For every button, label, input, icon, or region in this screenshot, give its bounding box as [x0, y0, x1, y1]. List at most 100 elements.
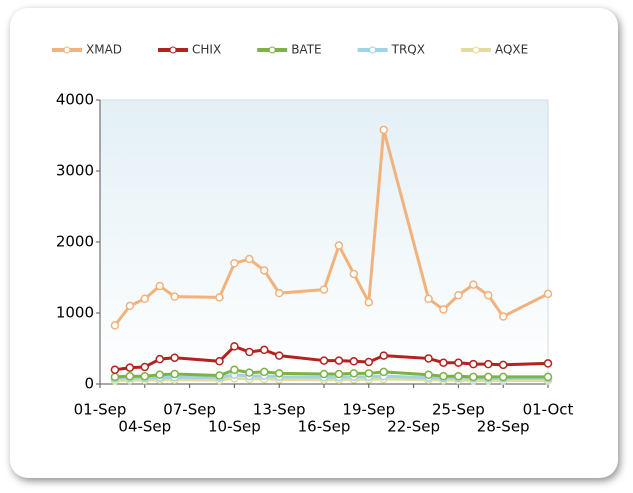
series-line — [114, 373, 548, 380]
y-tick-label: 1000 — [56, 304, 94, 322]
x-tick-label: 28-Sep — [477, 418, 530, 436]
x-tick-label: 01-Sep — [74, 401, 127, 419]
x-tick-label: 16-Sep — [298, 418, 351, 436]
series-point — [215, 371, 224, 380]
series-line — [114, 368, 548, 379]
legend-marker — [169, 46, 177, 54]
series-point — [349, 357, 359, 366]
x-tick-label: 07-Sep — [163, 401, 216, 419]
series-point — [245, 368, 254, 377]
series-point — [230, 259, 239, 268]
x-tick-label: 19-Sep — [342, 401, 395, 419]
series-point — [334, 241, 344, 250]
series-point — [125, 363, 135, 372]
series-point — [484, 291, 493, 300]
series-point — [498, 360, 508, 370]
legend-label: BATE — [291, 43, 321, 57]
series-line — [114, 344, 549, 372]
x-tick-label: 04-Sep — [118, 418, 171, 436]
series-point — [140, 294, 150, 304]
series-point — [260, 367, 269, 377]
series-point — [469, 280, 478, 289]
y-tick-label: 4000 — [56, 91, 94, 109]
series-point — [170, 369, 179, 379]
series-point — [140, 362, 150, 372]
series-point — [230, 342, 239, 351]
x-tick-label: 01-Oct — [523, 401, 574, 419]
series-point — [170, 292, 179, 301]
series-line — [113, 128, 549, 327]
series-point — [274, 369, 284, 378]
series-point — [379, 367, 388, 377]
series-point — [245, 254, 254, 264]
series-point — [439, 358, 448, 367]
series-point — [364, 357, 374, 367]
series-point — [334, 369, 344, 379]
series-point — [125, 301, 135, 311]
series-point — [140, 371, 150, 381]
series-point — [543, 359, 553, 368]
series-point — [424, 294, 433, 304]
series-point — [155, 370, 164, 380]
series-point — [319, 356, 329, 365]
series-point — [454, 358, 463, 367]
series-point — [260, 266, 269, 275]
legend-marker — [472, 46, 480, 54]
series-point — [498, 312, 508, 321]
series-point — [454, 291, 463, 300]
series-point — [379, 351, 388, 360]
series-point — [260, 345, 269, 355]
series-point — [484, 372, 493, 382]
series-point — [439, 305, 448, 314]
series-line — [114, 376, 548, 382]
series-point — [334, 356, 344, 365]
series-point — [469, 359, 478, 369]
series-point — [364, 369, 374, 378]
series-point — [379, 125, 388, 135]
legend-marker — [369, 46, 377, 54]
legend-label: CHIX — [192, 43, 221, 57]
legend-label: XMAD — [86, 43, 122, 57]
series-point — [484, 359, 493, 369]
series-point — [424, 370, 433, 380]
series-point — [274, 351, 284, 360]
y-tick-label: 3000 — [56, 162, 94, 180]
series-point — [215, 357, 224, 366]
x-tick-label: 22-Sep — [387, 418, 440, 436]
series-point — [364, 298, 374, 307]
series-point — [349, 269, 359, 279]
series-point — [110, 365, 120, 375]
series-point — [469, 372, 478, 382]
series-point — [424, 354, 433, 363]
series-point — [155, 354, 164, 364]
series-point — [110, 321, 120, 330]
series-point — [454, 371, 463, 381]
series-point — [215, 293, 224, 302]
series-point — [245, 347, 254, 357]
legend-marker — [63, 46, 71, 54]
x-tick-label: 25-Sep — [432, 401, 485, 419]
plot-area — [99, 99, 549, 385]
series-point — [110, 372, 120, 382]
series-point — [319, 285, 329, 294]
series-point — [155, 281, 164, 291]
x-tick-label: 13-Sep — [253, 401, 306, 419]
series-point — [319, 369, 329, 379]
series-point — [543, 372, 553, 382]
legend-marker — [268, 46, 276, 54]
series-point — [498, 372, 508, 382]
series-point — [125, 371, 135, 381]
y-tick-label: 0 — [84, 375, 94, 393]
series-point — [230, 365, 239, 375]
series-point — [439, 371, 448, 381]
series-point — [543, 289, 553, 299]
series-point — [170, 353, 179, 362]
y-tick-label: 2000 — [56, 233, 94, 251]
series-point — [274, 288, 284, 298]
legend-label: AQXE — [495, 43, 528, 57]
series-point — [349, 369, 359, 378]
legend-label: TRQX — [391, 43, 425, 57]
x-tick-label: 10-Sep — [208, 418, 261, 436]
